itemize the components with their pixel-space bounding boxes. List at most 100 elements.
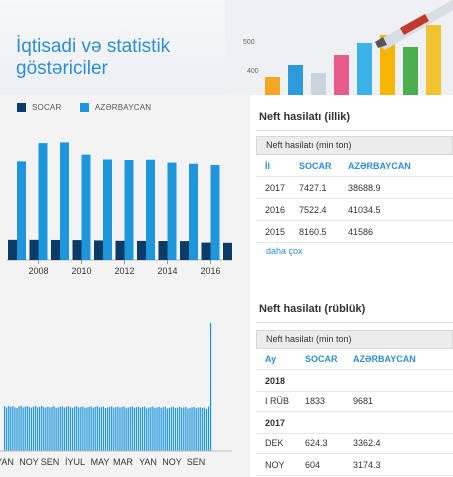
bar-month (90, 406, 92, 451)
bar-socar-2012 (115, 240, 125, 260)
x-tick-label: 2016 (200, 266, 220, 276)
quarterly-table-caption: Neft hasilatı (min ton) (256, 330, 453, 349)
bar-month (185, 406, 187, 451)
bar-month (39, 406, 41, 451)
bar-month (158, 406, 160, 451)
bar-month (14, 407, 16, 451)
cell-azerbaycan: 41586 (348, 227, 374, 237)
cell-socar: 7427.1 (299, 183, 327, 193)
bar-month (84, 408, 86, 451)
quarterly-section-title: Neft hasilatı (rüblük) (259, 303, 366, 315)
cell-month: NOY (265, 460, 285, 470)
bar-socar-2016 (201, 242, 211, 260)
quarterly-divider (256, 322, 453, 323)
bar-month (104, 408, 107, 451)
bar-month (36, 407, 39, 451)
x-tick-label: YAN (0, 457, 14, 467)
pen-icon (375, 0, 453, 50)
bar-month (111, 406, 113, 451)
bar-month (53, 406, 55, 451)
annual-table-header: İl SOCAR AZƏRBAYCAN (256, 155, 453, 177)
bar-month (168, 407, 170, 451)
table-group-row: 2017 (256, 412, 453, 434)
bar-month (71, 407, 74, 451)
bar-month (135, 407, 138, 451)
bar-month (179, 406, 181, 451)
bar-month (51, 406, 53, 451)
illustration-bar (357, 43, 372, 95)
bar-month (176, 407, 179, 451)
bar-month (34, 406, 37, 451)
x-tick-label: NOY (19, 457, 39, 467)
cell-socar: 624.3 (305, 438, 328, 448)
bar-month (156, 407, 158, 451)
bar-month (193, 406, 195, 451)
bar-month (137, 406, 140, 451)
col-socar: SOCAR (305, 354, 338, 364)
cell-month: I RÜB (265, 396, 290, 406)
bar-month (26, 406, 28, 451)
bar-month (57, 407, 59, 451)
page-title: İqtisadi və statistik göstəriciler (16, 36, 256, 80)
bar-azerbaycan-2015 (189, 163, 198, 260)
bar-month (45, 407, 47, 451)
page-title-line2: göstəriciler (16, 58, 108, 79)
x-tick-label: MAY (91, 457, 110, 467)
bar-month (183, 407, 185, 451)
col-month: Ay (265, 354, 277, 364)
x-tick-label: MAR (113, 457, 134, 467)
cell-azerbaycan: 9681 (353, 396, 374, 406)
cell-azerbaycan: 41034.5 (348, 205, 381, 215)
page-title-line1: İqtisadi və statistik (16, 36, 171, 57)
bar-month (113, 407, 115, 451)
bar-socar-2010 (72, 240, 82, 260)
bar-socar-2013 (137, 240, 146, 260)
bar-month (30, 407, 33, 451)
table-row: 2017 7427.1 38688.9 (256, 177, 453, 199)
bar-socar-2015 (180, 241, 189, 260)
bar-month (172, 406, 175, 451)
more-link[interactable]: daha çox (266, 246, 303, 256)
bar-month (86, 407, 88, 451)
bar-month (209, 323, 212, 451)
bar-azerbaycan-2012 (124, 160, 134, 260)
cell-socar: 604 (305, 460, 321, 470)
bar-month (160, 407, 162, 451)
cell-azerbaycan: 38688.9 (348, 183, 381, 193)
legend-label-azerbaycan: AZƏRBAYCAN (94, 103, 152, 112)
cell-azerbaycan: 3174.3 (353, 460, 381, 470)
x-tick-label: 2014 (157, 266, 177, 276)
bar-month (98, 407, 100, 451)
bar-month (121, 406, 123, 451)
bar-month (189, 407, 191, 451)
bar-month (207, 406, 210, 451)
cell-socar: 1833 (305, 396, 326, 406)
chart-legend: SOCAR AZƏRBAYCAN (17, 103, 167, 114)
annual-divider (256, 130, 453, 131)
bar-month (55, 408, 57, 451)
bar-month (6, 407, 8, 451)
bar-month (41, 405, 43, 451)
bar-month (106, 407, 109, 451)
bar-month (133, 407, 135, 451)
bar-month (129, 406, 131, 451)
bar-month (47, 406, 49, 451)
bar-socar-2007 (8, 239, 17, 260)
illustration-tick-500: 500 (243, 39, 255, 46)
bar-month (115, 407, 117, 451)
bar-month (96, 406, 98, 451)
bar-month (22, 407, 24, 451)
bar-socar-2017 (223, 242, 232, 260)
bar-month (125, 408, 127, 451)
bar-month (43, 407, 45, 451)
bar-month (205, 409, 208, 451)
legend-swatch-azerbaycan (79, 103, 89, 112)
cell-year: 2015 (265, 227, 286, 237)
bar-month (187, 408, 189, 451)
illustration-bar (288, 65, 303, 95)
bar-month (152, 406, 154, 451)
quarterly-table-header: Ay SOCAR AZƏRBAYCAN (256, 348, 453, 370)
x-tick-label: 2012 (114, 266, 134, 276)
bar-month (49, 407, 51, 451)
illustration-bar (426, 25, 441, 95)
